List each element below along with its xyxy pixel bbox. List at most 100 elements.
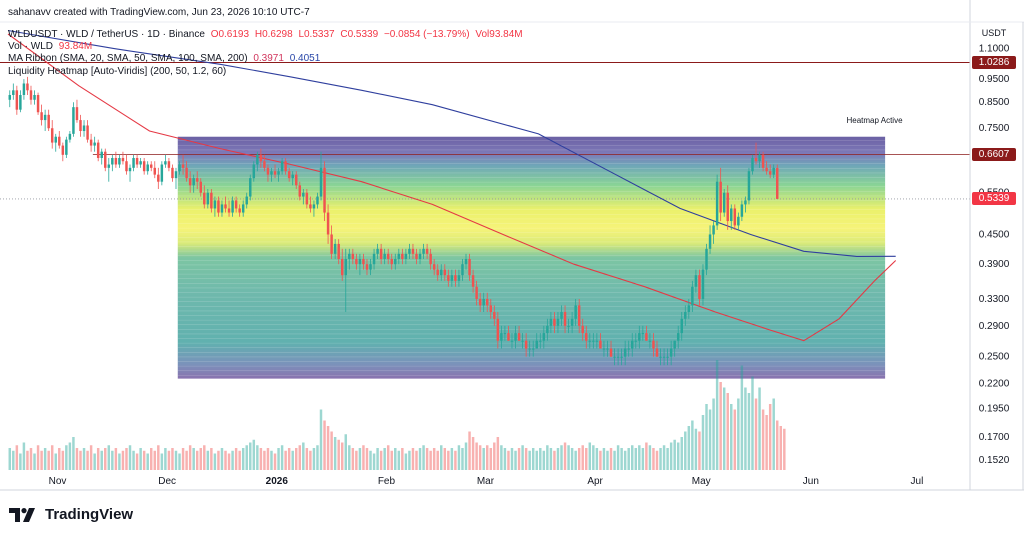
candle — [638, 325, 641, 349]
heatmap-label[interactable]: Liquidity Heatmap [Auto-Viridis] (200, 5… — [8, 66, 227, 77]
candle — [362, 253, 365, 270]
candle-body — [47, 114, 50, 129]
volume-bar — [432, 448, 436, 470]
candle — [224, 196, 227, 213]
candle-body — [128, 167, 132, 172]
candle — [542, 325, 546, 349]
candle — [220, 200, 224, 217]
candle-body — [415, 253, 418, 259]
volume-bar — [528, 450, 531, 470]
volume-bar — [379, 450, 383, 470]
candle-body — [691, 286, 694, 306]
y-tick-label: 0.2900 — [979, 321, 1010, 332]
candle-body — [708, 234, 712, 249]
candle — [454, 269, 457, 287]
heatmap-legend[interactable]: Liquidity Heatmap [Auto-Viridis] (200, 5… — [8, 66, 229, 78]
volume-bar — [585, 448, 588, 470]
candle — [8, 90, 12, 108]
ohlc-legend[interactable]: WLDUSDT · WLD / TetherUS · 1D · Binance … — [8, 29, 526, 41]
volume-bar — [485, 445, 489, 470]
candle — [478, 292, 482, 312]
volume-bar — [319, 409, 323, 470]
candle-body — [132, 157, 135, 168]
candle — [174, 167, 178, 189]
candle-body — [291, 174, 294, 179]
candle-body — [309, 204, 312, 209]
volume-bar — [302, 442, 305, 470]
y-tick-label: 0.9500 — [979, 74, 1010, 85]
volume-bar — [722, 387, 726, 470]
credit-line: sahanavv created with TradingView.com, J… — [8, 7, 313, 19]
y-tick-label: 0.7500 — [979, 123, 1010, 134]
candle-body — [638, 333, 641, 341]
candle — [259, 148, 263, 168]
volume-bar — [8, 448, 12, 470]
candle-body — [585, 333, 588, 341]
candle-body — [178, 164, 181, 172]
candle-body — [669, 348, 673, 357]
volume-label[interactable]: Vol · WLD — [8, 41, 54, 52]
volume-bar — [531, 448, 535, 470]
candle — [188, 171, 192, 193]
candle — [185, 161, 188, 182]
candle — [645, 325, 648, 341]
candle-body — [58, 136, 61, 146]
candle-body — [337, 243, 340, 259]
candle-body — [227, 208, 231, 213]
candle — [726, 185, 729, 230]
volume-bar — [355, 450, 358, 470]
candle — [323, 161, 326, 222]
candle-body — [365, 264, 369, 270]
candle-body — [50, 128, 54, 143]
candle — [142, 157, 146, 175]
candle — [404, 248, 408, 265]
candle — [705, 243, 708, 276]
candle — [485, 292, 489, 312]
volume-bar — [461, 448, 464, 470]
volume-bar — [93, 453, 96, 470]
volume-bar — [139, 448, 142, 470]
candle — [528, 340, 531, 357]
candle-body — [96, 142, 100, 158]
volume-bar — [588, 442, 592, 470]
y-tick-label: 0.1950 — [979, 403, 1010, 414]
symbol-label[interactable]: WLDUSDT · WLD / TetherUS · 1D · Binance — [8, 29, 205, 40]
volume-bar — [256, 445, 259, 470]
candle — [496, 311, 500, 349]
volume-bar — [776, 420, 779, 470]
candle — [776, 164, 779, 199]
candle — [443, 264, 447, 281]
volume-bar — [358, 448, 362, 470]
candle-body — [422, 248, 425, 254]
candle-body — [82, 125, 86, 132]
candle — [740, 200, 744, 222]
ma-ribbon-label[interactable]: MA Ribbon (SMA, 20, SMA, 50, SMA, 100, S… — [8, 53, 248, 64]
candle-body — [733, 208, 737, 226]
candle — [768, 164, 772, 179]
candle-body — [157, 174, 160, 182]
candle — [676, 325, 680, 349]
volume-bar — [266, 448, 270, 470]
volume-legend[interactable]: Vol · WLD 93.84M — [8, 41, 95, 53]
volume-bar — [203, 445, 206, 470]
candle-body — [333, 243, 337, 254]
ma-ribbon-legend[interactable]: MA Ribbon (SMA, 20, SMA, 50, SMA, 100, S… — [8, 53, 323, 65]
volume-bar — [549, 448, 553, 470]
candle — [531, 340, 535, 357]
candle-body — [655, 348, 659, 357]
candle-body — [524, 340, 528, 349]
volume-bars — [8, 360, 786, 470]
volume-bar — [362, 445, 365, 470]
x-tick-label: Jun — [803, 476, 819, 487]
candle-body — [620, 356, 623, 358]
volume-bar — [631, 445, 634, 470]
candle — [673, 340, 676, 357]
candle-body — [210, 192, 213, 209]
tradingview-logo[interactable]: TradingView — [9, 506, 133, 523]
volume-bar — [401, 448, 404, 470]
volume-bar — [751, 376, 754, 470]
candle-body — [86, 125, 89, 140]
candle-body — [344, 258, 347, 276]
candle-body — [531, 348, 535, 350]
